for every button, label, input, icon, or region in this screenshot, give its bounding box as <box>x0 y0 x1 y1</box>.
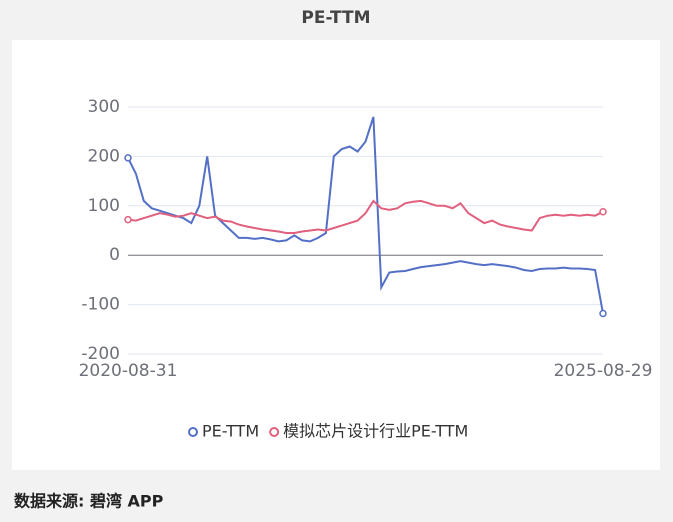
y-tick-label: 100 <box>88 196 120 216</box>
series-line <box>127 199 604 234</box>
source: 数据来源: 碧湾 APP <box>14 492 164 511</box>
legend-label: 模拟芯片设计行业PE-TTM <box>283 422 468 441</box>
x-tick-label: 2025-08-29 <box>554 361 653 381</box>
end-marker <box>124 154 132 162</box>
x-tick-label: 2020-08-31 <box>79 361 178 381</box>
y-tick-label: 200 <box>88 146 120 166</box>
y-tick-label: 0 <box>109 245 120 265</box>
series-line <box>127 116 604 314</box>
legend-icon <box>188 427 198 437</box>
end-marker <box>599 309 607 318</box>
end-marker <box>124 215 132 224</box>
y-tick-label: -100 <box>81 295 120 315</box>
y-tick-label: -200 <box>81 344 120 364</box>
y-tick-label: 300 <box>88 97 120 117</box>
end-marker <box>599 207 607 216</box>
legend-icon <box>269 427 280 437</box>
chart-title: PE-TTM <box>301 8 370 28</box>
legend-label: PE-TTM <box>202 422 259 441</box>
